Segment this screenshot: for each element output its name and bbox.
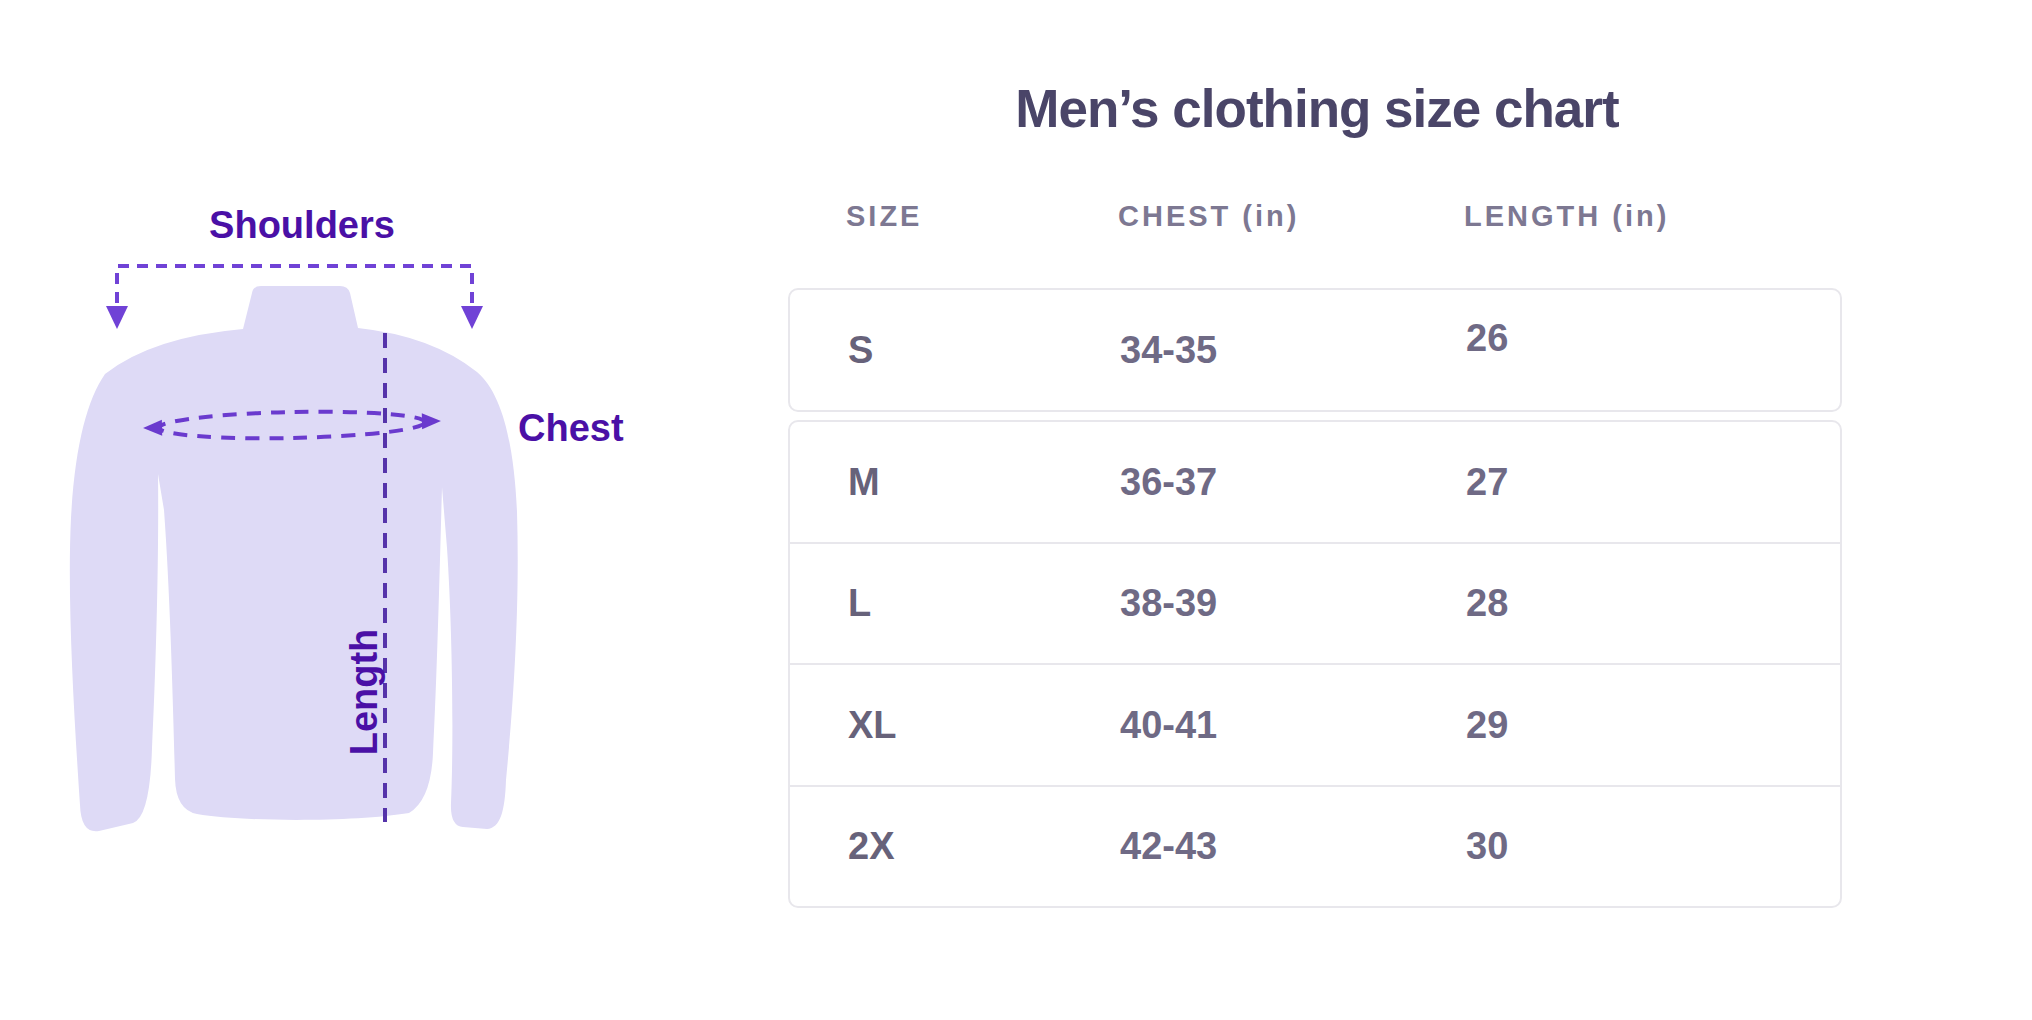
length-cell: 27 <box>1466 460 1508 503</box>
chest-cell: 36-37 <box>1120 460 1217 503</box>
length-cell: 28 <box>1466 582 1508 625</box>
table-row: L 38-39 28 <box>790 542 1840 664</box>
shirt-silhouette <box>70 286 518 831</box>
page-title: Men’s clothing size chart <box>788 82 1846 135</box>
table-header-row: SIZE CHEST (in) LENGTH (in) <box>788 198 1846 234</box>
header-size: SIZE <box>846 198 922 234</box>
shoulders-label: Shoulders <box>209 204 395 246</box>
size-table-panel: Men’s clothing size chart SIZE CHEST (in… <box>788 0 1846 960</box>
size-cell: 2X <box>848 825 894 868</box>
chest-cell: 38-39 <box>1120 582 1217 625</box>
size-cell: S <box>848 329 873 372</box>
length-cell: 30 <box>1466 825 1508 868</box>
chest-cell: 40-41 <box>1120 703 1217 746</box>
shirt-measurement-diagram: Shoulders Chest Length <box>0 0 660 900</box>
shoulder-arrow-left-icon <box>106 306 128 329</box>
length-cell: 29 <box>1466 703 1508 746</box>
table-box-first-row: S 34-35 26 <box>788 288 1842 412</box>
table-box-other-rows: M 36-37 27 L 38-39 28 XL 40-41 29 2X 42-… <box>788 420 1842 908</box>
chest-label: Chest <box>518 407 624 449</box>
size-cell: M <box>848 460 880 503</box>
length-cell: 26 <box>1466 317 1508 360</box>
chest-cell: 34-35 <box>1120 329 1217 372</box>
table-row: M 36-37 27 <box>790 422 1840 542</box>
table-row: XL 40-41 29 <box>790 663 1840 785</box>
size-cell: XL <box>848 703 897 746</box>
table-row: 2X 42-43 30 <box>790 785 1840 907</box>
chest-cell: 42-43 <box>1120 825 1217 868</box>
header-chest: CHEST (in) <box>1118 198 1299 234</box>
table-row: S 34-35 26 <box>790 290 1840 410</box>
shoulder-arrow-right-icon <box>461 306 483 329</box>
size-cell: L <box>848 582 871 625</box>
length-label: Length <box>343 629 385 756</box>
mens-size-chart-infographic: Shoulders Chest Length Men’s clothing si… <box>0 0 2032 1020</box>
header-length: LENGTH (in) <box>1464 198 1669 234</box>
